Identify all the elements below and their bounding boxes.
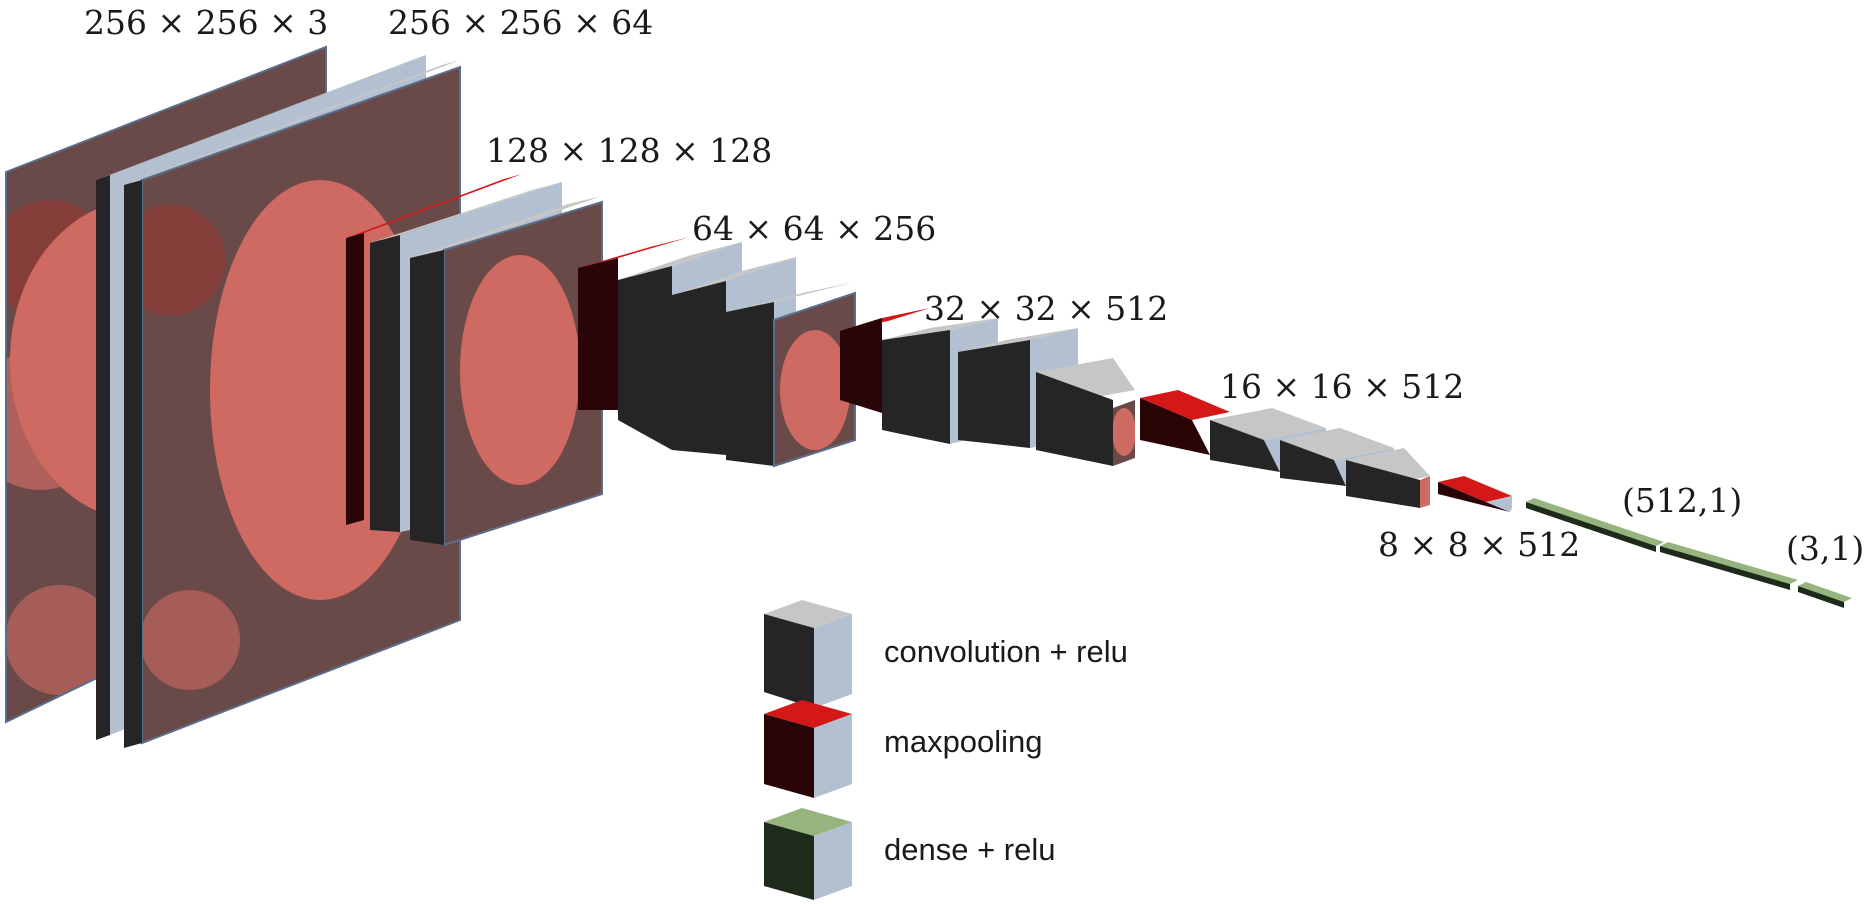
fruit-main <box>460 255 580 485</box>
conv-cube-icon <box>764 600 852 708</box>
block4-conv-cube <box>1036 358 1135 466</box>
pool-cube-icon <box>764 700 852 798</box>
dense-layer <box>1526 498 1664 552</box>
block4-pool-layer <box>840 308 930 413</box>
dense-cube-icon <box>764 808 852 900</box>
legend: convolution + relu maxpooling dense + re… <box>764 600 1128 900</box>
legend-label-conv: convolution + relu <box>884 634 1128 669</box>
label-dense1-dims: (512,1) <box>1622 481 1742 520</box>
block5-pool-layer <box>1140 390 1230 455</box>
label-block3-dims: 64 × 64 × 256 <box>692 209 936 248</box>
final-pool-layer <box>1438 476 1512 512</box>
label-block5-dims: 16 × 16 × 512 <box>1220 367 1464 406</box>
dense-layer <box>1660 542 1798 590</box>
legend-label-dense: dense + relu <box>884 832 1055 867</box>
dense-layer <box>1798 582 1852 608</box>
legend-label-pool: maxpooling <box>884 724 1043 759</box>
label-block2-dims: 128 × 128 × 128 <box>486 131 772 170</box>
label-dense2-dims: (3,1) <box>1786 529 1864 568</box>
block5-conv-cube <box>1346 448 1430 508</box>
label-pool5-dims: 8 × 8 × 512 <box>1378 525 1580 564</box>
label-input-dims: 256 × 256 × 3 <box>84 3 328 42</box>
block2-conv-plane <box>410 196 603 547</box>
block2-pool-layer <box>346 174 522 525</box>
block3-pool-layer <box>578 237 690 410</box>
fruit-bg <box>6 585 115 695</box>
block3-conv-cube <box>726 282 856 468</box>
label-block1-dims: 256 × 256 × 64 <box>388 3 653 42</box>
fruit-main <box>780 330 850 450</box>
label-block4-dims: 32 × 32 × 512 <box>924 289 1168 328</box>
